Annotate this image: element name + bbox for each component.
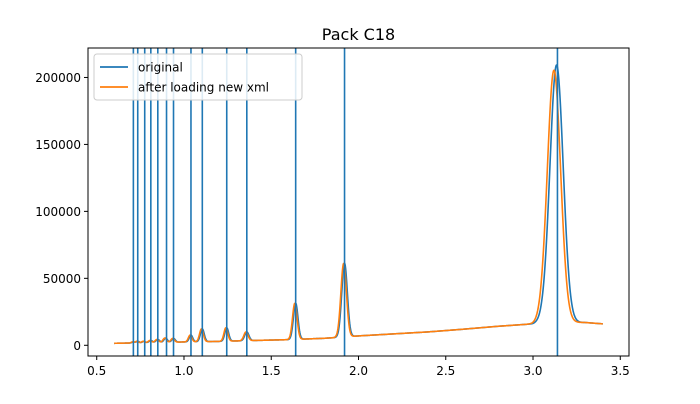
y-tick-label: 200000 bbox=[35, 71, 81, 85]
legend: original after loading new xml bbox=[93, 53, 303, 101]
ticks-layer: 0.5 1.0 1.5 2.0 2.5 3.0 3.5 0 50000 100000 150000 2… bbox=[35, 71, 630, 378]
legend-label-1: original bbox=[138, 61, 183, 75]
legend-label-2: after loading new xml bbox=[138, 81, 269, 95]
y-tick-label: 0 bbox=[73, 339, 81, 353]
x-tick-label: 3.0 bbox=[523, 364, 542, 378]
x-tick-label: 1.5 bbox=[262, 364, 281, 378]
series-line-2 bbox=[113, 69, 604, 345]
x-tick-label: 2.5 bbox=[436, 364, 455, 378]
y-tick-label: 100000 bbox=[35, 205, 81, 219]
chart-title: Pack C18 bbox=[322, 25, 395, 44]
x-tick-label: 1.0 bbox=[174, 364, 193, 378]
y-tick-label: 150000 bbox=[35, 138, 81, 152]
x-tick-label: 3.5 bbox=[611, 364, 630, 378]
x-tick-label: 2.0 bbox=[349, 364, 368, 378]
y-tick-label: 50000 bbox=[43, 272, 81, 286]
legend-box bbox=[93, 53, 303, 101]
x-tick-label: 0.5 bbox=[87, 364, 106, 378]
